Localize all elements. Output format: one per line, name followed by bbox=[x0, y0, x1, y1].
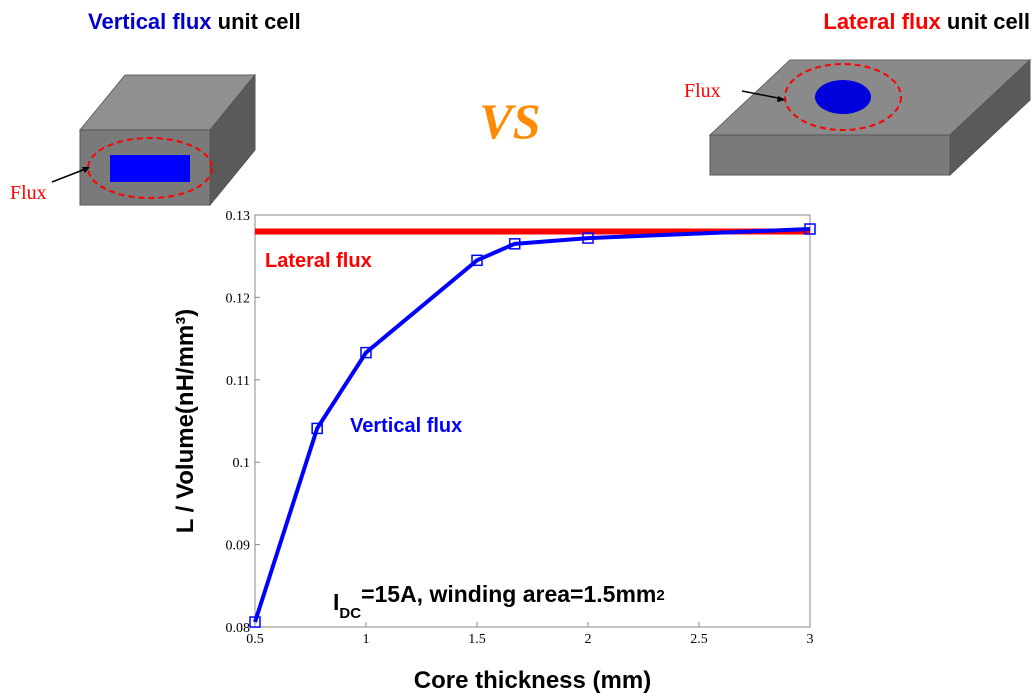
y-tick-label: 0.13 bbox=[226, 209, 251, 224]
flux-label: Flux bbox=[10, 182, 47, 204]
right-title: Lateral flux unit cell bbox=[823, 9, 1030, 34]
flux-label: Flux bbox=[684, 80, 721, 102]
x-tick-label: 2 bbox=[585, 632, 592, 647]
y-tick-label: 0.1 bbox=[233, 456, 251, 471]
y-tick-label: 0.09 bbox=[226, 539, 251, 554]
y-tick-label: 0.12 bbox=[226, 291, 251, 306]
annotation-part: 2 bbox=[656, 587, 664, 604]
left-title: Vertical flux unit cell bbox=[88, 9, 301, 34]
annotation-part: =15A, winding area=1.5mm bbox=[361, 581, 656, 607]
title-rest: unit cell bbox=[947, 9, 1030, 34]
x-axis-label: Core thickness (mm) bbox=[414, 667, 651, 694]
x-tick-label: 1.5 bbox=[468, 632, 486, 647]
series-line bbox=[255, 229, 810, 622]
x-tick-label: 1 bbox=[363, 632, 370, 647]
annotation-part: DC bbox=[339, 605, 361, 622]
x-tick-label: 3 bbox=[807, 632, 814, 647]
cell-front bbox=[710, 135, 950, 175]
lateral-cell-diagram bbox=[710, 60, 1030, 175]
series-label: Vertical flux bbox=[350, 415, 462, 437]
plot-frame bbox=[255, 215, 810, 627]
y-tick-label: 0.08 bbox=[226, 621, 251, 636]
y-axis-label: L / Volume(nH/mm³) bbox=[172, 309, 199, 533]
series-label: Lateral flux bbox=[265, 250, 372, 272]
page: Flux Vertical flux unit cell VS Flux Lat… bbox=[0, 0, 1033, 698]
title-highlight: Lateral flux bbox=[823, 9, 941, 34]
winding bbox=[815, 80, 871, 114]
winding bbox=[110, 155, 190, 182]
x-tick-label: 2.5 bbox=[690, 632, 708, 647]
vs-label: VS bbox=[479, 93, 540, 149]
title-rest: unit cell bbox=[218, 9, 301, 34]
y-tick-label: 0.11 bbox=[226, 374, 250, 389]
title-highlight: Vertical flux bbox=[88, 9, 212, 34]
annotation: IDC=15A, winding area=1.5mm2 bbox=[333, 581, 665, 622]
vertical-cell-diagram bbox=[52, 75, 255, 205]
